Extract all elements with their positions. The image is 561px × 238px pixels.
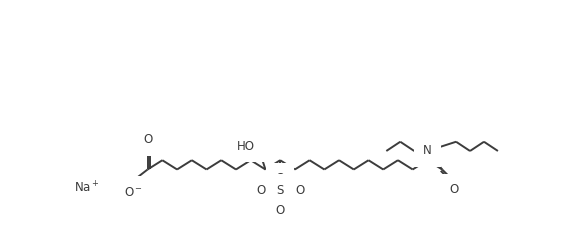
Text: S: S xyxy=(277,184,284,197)
Text: O: O xyxy=(275,172,285,185)
Text: O: O xyxy=(143,133,152,146)
Text: O: O xyxy=(295,184,304,197)
Text: O$^-$: O$^-$ xyxy=(124,186,143,199)
Text: O: O xyxy=(449,183,458,196)
Text: HO: HO xyxy=(237,140,255,153)
Text: O: O xyxy=(256,184,265,197)
Text: Na$^+$: Na$^+$ xyxy=(74,180,100,196)
Text: N: N xyxy=(423,144,432,158)
Text: O: O xyxy=(275,204,285,217)
